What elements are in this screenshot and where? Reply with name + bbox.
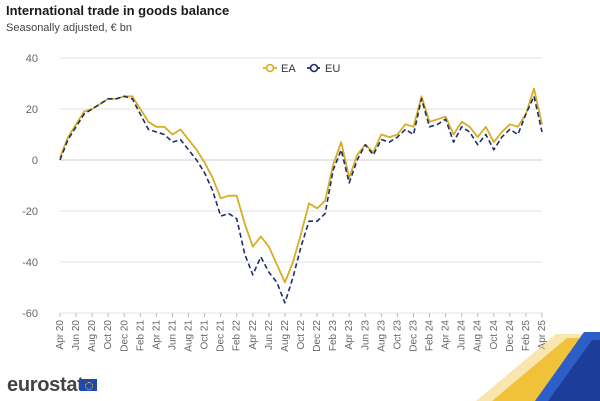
eurostat-ribbon-decoration	[476, 332, 600, 401]
x-tick-label: Jun 22	[264, 320, 275, 350]
x-tick-label: Apr 23	[344, 320, 355, 350]
x-tick-label: Oct 23	[392, 320, 403, 350]
legend-marker-ea	[265, 63, 275, 73]
y-tick-label: -40	[22, 257, 38, 269]
y-axis: -60 -40 -20 0 20 40	[22, 53, 38, 320]
x-tick-label: Apr 25	[537, 320, 548, 350]
x-tick-label: Aug 22	[280, 320, 291, 352]
x-tick-label: Feb 23	[328, 320, 339, 352]
x-tick-label: Dec 20	[119, 320, 130, 352]
chart-subtitle: Seasonally adjusted, € bn	[6, 22, 132, 34]
y-tick-label: 20	[26, 104, 38, 116]
series-line-ea	[59, 87, 543, 284]
eu-flag-icon	[80, 379, 97, 391]
x-tick-label: Oct 24	[489, 320, 500, 350]
x-tick-label: Feb 24	[425, 320, 436, 352]
y-tick-label: 0	[32, 155, 38, 167]
x-tick-label: Apr 22	[248, 320, 259, 350]
x-tick-label: Jun 20	[71, 320, 82, 350]
x-tick-label: Oct 22	[296, 320, 307, 350]
x-tick-label: Dec 24	[505, 320, 516, 352]
x-tick-label: Jun 21	[167, 320, 178, 350]
x-tick-label: Feb 25	[521, 320, 532, 352]
x-tick-label: Aug 24	[473, 320, 484, 352]
x-tick-label: Oct 21	[200, 320, 211, 350]
series-line-eu	[59, 95, 543, 304]
y-tick-label: -20	[22, 206, 38, 218]
x-axis: Apr 20 Jun 20 Aug 20 Oct 20 Dec 20 Feb 21 Apr …	[55, 313, 548, 352]
x-tick-label: Feb 22	[232, 320, 243, 352]
x-tick-label: Apr 24	[441, 320, 452, 350]
x-tick-label: Oct 20	[103, 320, 114, 350]
x-tick-label: Apr 20	[55, 320, 66, 350]
x-tick-label: Jun 23	[360, 320, 371, 350]
eurostat-logo: eurostat	[7, 374, 84, 396]
x-tick-label: Dec 23	[408, 320, 419, 352]
series-lines	[59, 87, 543, 304]
x-tick-label: Aug 23	[376, 320, 387, 352]
x-tick-label: Dec 22	[312, 320, 323, 352]
x-tick-label: Jun 24	[457, 320, 468, 350]
x-tick-label: Apr 21	[151, 320, 162, 350]
y-tick-label: 40	[26, 53, 38, 65]
x-tick-label: Feb 21	[135, 320, 146, 352]
y-tick-label: -60	[22, 308, 38, 320]
legend-label-eu: EU	[325, 63, 340, 75]
x-tick-label: Aug 21	[184, 320, 195, 352]
x-tick-label: Aug 20	[87, 320, 98, 352]
legend-label-ea: EA	[281, 63, 296, 75]
chart-title: International trade in goods balance	[6, 3, 230, 18]
legend-marker-eu	[309, 63, 319, 73]
x-tick-label: Dec 21	[216, 320, 227, 352]
legend[interactable]: EA EU	[263, 63, 340, 75]
